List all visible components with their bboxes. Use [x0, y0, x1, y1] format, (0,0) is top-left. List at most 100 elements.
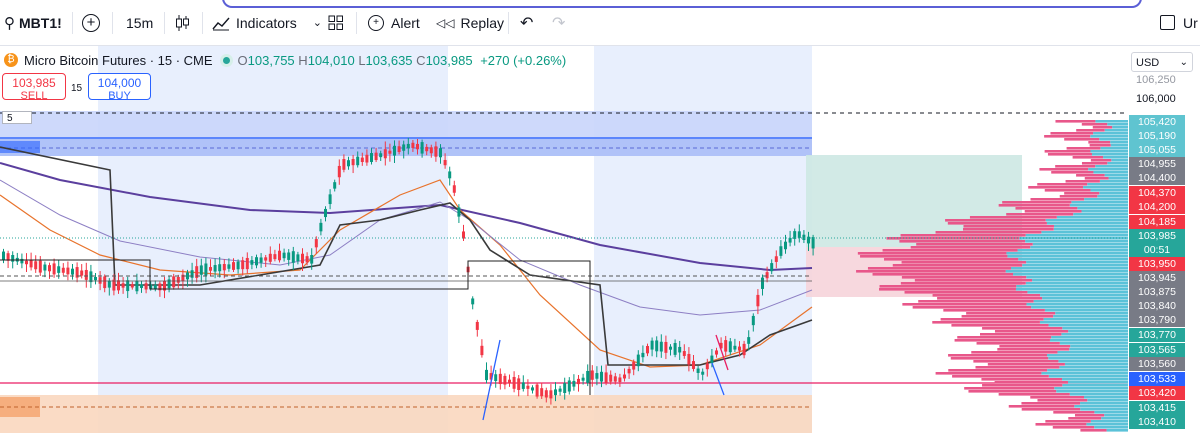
- vp-up-bar: [1077, 207, 1128, 210]
- candle-body: [103, 276, 107, 289]
- candle-body: [595, 373, 599, 379]
- market-open-dot: [222, 56, 230, 64]
- quantity-value: 15: [71, 83, 83, 94]
- vp-down-bar: [1044, 135, 1091, 138]
- redo-button[interactable]: ↷: [552, 0, 565, 45]
- legend-title[interactable]: Micro Bitcoin Futures · 15 · CME: [24, 52, 213, 68]
- candle-body: [80, 270, 84, 276]
- vp-up-bar: [1090, 150, 1128, 153]
- alarm-clock-icon: +: [368, 14, 384, 31]
- vp-up-bar: [1111, 159, 1128, 162]
- vp-up-bar: [1025, 234, 1128, 237]
- vp-down-bar: [900, 234, 1026, 237]
- vp-down-bar: [940, 318, 1044, 321]
- candle-body: [213, 265, 217, 272]
- vp-up-bar: [1026, 261, 1128, 264]
- layouts-button[interactable]: [328, 0, 344, 45]
- vp-up-bar: [1041, 372, 1128, 375]
- vp-up-bar: [1101, 417, 1128, 420]
- candle-body: [655, 340, 659, 352]
- candle-body: [158, 283, 162, 291]
- symbol-search[interactable]: ⚲ MBT1!: [4, 0, 62, 45]
- vp-down-bar: [1024, 210, 1082, 213]
- unnamed-layout-button[interactable]: Ur: [1160, 0, 1198, 45]
- vp-down-bar: [879, 288, 1016, 291]
- vp-up-bar: [1026, 276, 1128, 279]
- buy-button[interactable]: 104,000 BUY: [88, 73, 151, 102]
- currency-select[interactable]: USD ⌄: [1131, 52, 1193, 72]
- vp-up-bar: [1053, 315, 1128, 318]
- vp-down-bar: [963, 228, 1054, 231]
- search-pill[interactable]: [222, 0, 1142, 8]
- vp-down-bar: [918, 300, 1034, 303]
- vp-down-bar: [982, 327, 1063, 330]
- price-axis-label: 103,770: [1129, 328, 1185, 342]
- vp-down-bar: [932, 294, 1041, 297]
- chart-canvas[interactable]: [0, 45, 1200, 433]
- price-axis-label: 104,400: [1129, 171, 1185, 185]
- vp-up-bar: [1069, 393, 1128, 396]
- replay-button[interactable]: ◁◁ Replay: [436, 0, 504, 45]
- vp-up-bar: [1110, 144, 1128, 147]
- candle-body: [195, 266, 199, 278]
- candle-body: [94, 276, 97, 281]
- candle-body: [779, 246, 783, 256]
- countdown-input[interactable]: 5: [2, 111, 32, 124]
- candle-body: [324, 208, 327, 218]
- demand-zone: [0, 395, 812, 433]
- vp-up-bar: [1041, 231, 1128, 234]
- vp-up-bar: [1104, 414, 1128, 417]
- candle-body: [204, 263, 208, 276]
- vp-up-bar: [1047, 369, 1128, 372]
- vp-down-bar: [1035, 423, 1087, 426]
- undo-button[interactable]: ↶: [520, 0, 533, 45]
- compare-button[interactable]: +: [82, 0, 100, 45]
- session-bg: [594, 45, 812, 433]
- close-search-button[interactable]: ✕: [1136, 0, 1146, 4]
- candle-body: [448, 171, 452, 179]
- vp-up-bar: [1048, 324, 1128, 327]
- vp-up-bar: [1044, 309, 1128, 312]
- vp-down-bar: [901, 276, 1027, 279]
- vp-down-bar: [1047, 153, 1092, 156]
- vp-down-bar: [976, 342, 1060, 345]
- overlays: [0, 112, 1128, 421]
- vp-up-bar: [1080, 402, 1128, 405]
- candle-body: [793, 231, 797, 239]
- vp-up-bar: [1015, 288, 1128, 291]
- vp-up-bar: [1006, 252, 1128, 255]
- vp-up-bar: [1045, 219, 1128, 222]
- chart-type-button[interactable]: [174, 0, 190, 45]
- candle-body: [765, 272, 769, 279]
- vp-down-bar: [1045, 420, 1091, 423]
- candle-body: [439, 148, 442, 158]
- candle-body: [692, 361, 695, 369]
- interval-button[interactable]: 15m: [126, 0, 153, 45]
- sell-button[interactable]: 103,985 SELL: [2, 73, 66, 102]
- ohlc-values: O103,755 H104,010 L103,635 C103,985 +270…: [237, 52, 567, 68]
- buy-price: 104,000: [97, 76, 142, 90]
- candle-body: [738, 346, 741, 351]
- candle-body: [181, 274, 185, 282]
- alert-label: Alert: [391, 14, 420, 31]
- vp-up-bar: [1043, 318, 1128, 321]
- vp-up-bar: [1097, 195, 1128, 198]
- vp-up-bar: [1071, 201, 1128, 204]
- candle-body: [618, 377, 622, 382]
- vp-up-bar: [1093, 132, 1128, 135]
- indicators-button[interactable]: Indicators ⌄: [212, 0, 322, 45]
- vp-down-bar: [948, 354, 1048, 357]
- vp-up-bar: [1017, 249, 1128, 252]
- alert-button[interactable]: + Alert: [368, 0, 420, 45]
- vp-up-bar: [1110, 141, 1128, 144]
- candle-body: [503, 375, 507, 385]
- candle-body: [342, 159, 346, 170]
- price-axis-label: 104,185: [1129, 215, 1185, 229]
- vp-up-bar: [1010, 267, 1128, 270]
- vp-down-bar: [968, 390, 1057, 393]
- vp-up-bar: [1108, 177, 1128, 180]
- vp-down-bar: [973, 360, 1059, 363]
- candle-body: [420, 142, 424, 154]
- vp-up-bar: [1013, 273, 1128, 276]
- candle-body: [632, 361, 636, 370]
